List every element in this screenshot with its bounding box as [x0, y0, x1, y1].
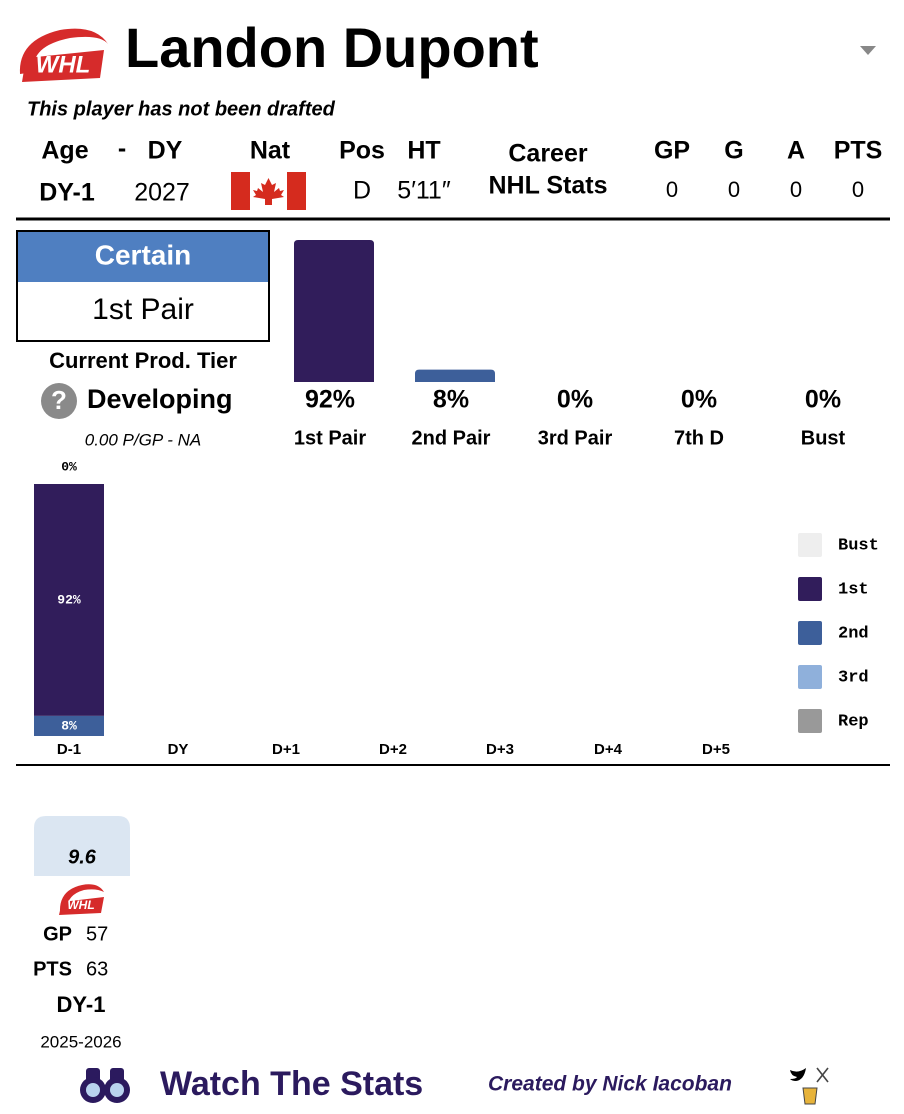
prod-rate: 0.00 P/GP - NA — [85, 430, 202, 449]
legend-label: 3rd — [838, 668, 869, 687]
legend-swatch — [798, 533, 822, 557]
season-age: DY-1 — [57, 992, 106, 1017]
stack-segment — [34, 484, 104, 716]
legend-swatch — [798, 577, 822, 601]
logo-band — [59, 897, 104, 915]
coffee-icon[interactable] — [802, 1087, 818, 1105]
legend-swatch — [798, 709, 822, 733]
logo-band — [22, 50, 104, 82]
logo-swoosh — [19, 28, 109, 74]
position: D — [353, 177, 371, 205]
legend-label: Rep — [838, 712, 869, 731]
logo-text: WHL — [67, 898, 94, 912]
logo-swoosh — [59, 884, 104, 912]
legend-swatch — [798, 621, 822, 645]
certainty: Certain — [95, 239, 191, 270]
stat-value: 0 — [790, 177, 802, 202]
segment-label: 92% — [57, 592, 81, 607]
outcome-value: 8% — [433, 386, 469, 414]
binoculars — [80, 1068, 130, 1103]
help-icon-glyph: ? — [51, 385, 67, 415]
legend-swatch — [798, 665, 822, 689]
brand: Watch The Stats — [160, 1065, 423, 1103]
legend-label: 1st — [838, 580, 869, 599]
outcome-label: 7th D — [674, 427, 724, 449]
stat-header: A — [787, 137, 805, 165]
x-tick-label: DY — [168, 741, 189, 758]
outcome-bar — [294, 240, 374, 382]
segment-label: 8% — [61, 718, 77, 733]
projected-tier: 1st Pair — [92, 293, 194, 326]
x-tick-label: D+1 — [272, 741, 300, 758]
maple-leaf — [253, 178, 284, 205]
outcome-value: 0% — [557, 386, 593, 414]
outcome-label: Bust — [801, 427, 846, 449]
x-icon[interactable] — [816, 1067, 829, 1083]
info-header: Age — [41, 137, 88, 165]
outcome-label: 1st Pair — [294, 427, 366, 449]
career-label: NHL Stats — [488, 172, 607, 200]
stat-value: 0 — [728, 177, 740, 202]
x-tick-label: D-1 — [57, 741, 81, 758]
season-stat-label: GP — [43, 923, 72, 945]
binocular-glass — [110, 1083, 124, 1097]
season-stat-value: 63 — [86, 958, 108, 980]
x-tick-label: D+4 — [594, 741, 623, 758]
draft-status: This player has not been drafted — [27, 98, 336, 120]
credit: Created by Nick Iacoban — [488, 1073, 732, 1096]
height: 5′11″ — [397, 177, 451, 205]
outcome-value: 0% — [681, 386, 717, 414]
stack-segment — [34, 715, 104, 736]
x-tick-label: D+3 — [486, 741, 514, 758]
legend-label: Bust — [838, 536, 879, 555]
stat-header: G — [724, 137, 743, 165]
outcome-value: 92% — [305, 386, 355, 414]
binocular-glass — [86, 1083, 100, 1097]
dropdown-caret[interactable] — [860, 46, 876, 55]
stat-value: 0 — [666, 177, 678, 202]
flag-band — [231, 172, 250, 210]
season-stat-value: 57 — [86, 923, 108, 945]
stat-header: PTS — [834, 137, 883, 165]
info-header: - — [118, 135, 126, 163]
season-score: 9.6 — [68, 846, 97, 868]
draft-year: 2027 — [134, 179, 190, 207]
stat-value: 0 — [852, 177, 864, 202]
age-value: DY-1 — [39, 179, 95, 207]
outcome-label: 2nd Pair — [412, 427, 491, 449]
info-header: Pos — [339, 137, 385, 165]
outcome-value: 0% — [805, 386, 841, 414]
info-header: Nat — [250, 137, 291, 165]
twitter-icon[interactable] — [790, 1068, 806, 1081]
logo-text: WHL — [36, 51, 91, 78]
season-years: 2025-2026 — [40, 1032, 121, 1051]
outcome-label: 3rd Pair — [538, 427, 613, 449]
prod-tier: Developing — [87, 384, 233, 414]
box-header — [18, 232, 268, 282]
season-stat-label: PTS — [33, 958, 72, 980]
segment-label: 0% — [61, 459, 77, 474]
outcome-bar — [415, 369, 495, 382]
info-header: DY — [148, 137, 183, 165]
career-label: Career — [508, 140, 587, 168]
league-logo: WHL — [19, 28, 109, 82]
info-header: HT — [407, 137, 440, 165]
stat-header: GP — [654, 137, 690, 165]
help-icon[interactable] — [41, 383, 77, 419]
prod-tier-label: Current Prod. Tier — [49, 348, 237, 373]
projection-box: Certain 1st Pair — [16, 230, 270, 342]
flag — [231, 172, 306, 210]
flag-band — [287, 172, 306, 210]
x-tick-label: D+2 — [379, 741, 407, 758]
score-badge — [34, 816, 130, 876]
season-card: 9.6 WHL GP 57 PTS 63 DY-1 2025-2026 — [33, 816, 130, 1051]
player-name: Landon Dupont — [125, 16, 539, 79]
legend-label: 2nd — [838, 624, 869, 643]
x-tick-label: D+5 — [702, 741, 730, 758]
